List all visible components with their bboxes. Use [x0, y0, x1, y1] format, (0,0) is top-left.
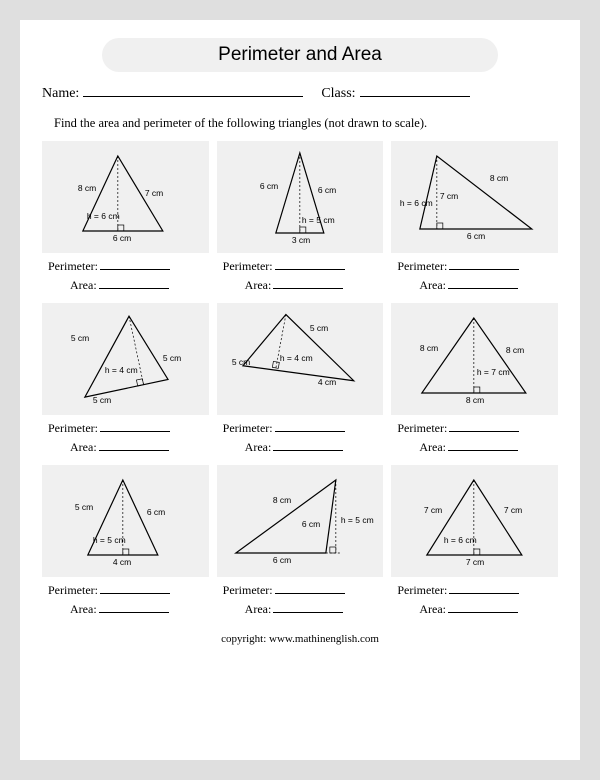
- area-blank[interactable]: [448, 612, 518, 613]
- triangle-figure: 8 cm 6 cm h = 5 cm 6 cm: [217, 465, 384, 577]
- svg-text:4 cm: 4 cm: [317, 377, 335, 387]
- svg-text:6 cm: 6 cm: [467, 231, 485, 241]
- name-class-row: Name: Class:: [42, 86, 558, 102]
- copyright-text: copyright: www.mathinenglish.com: [42, 633, 558, 645]
- area-blank[interactable]: [273, 288, 343, 289]
- svg-text:5 cm: 5 cm: [71, 333, 89, 343]
- answer-block: Perimeter: Area:: [42, 421, 209, 455]
- perimeter-blank[interactable]: [449, 431, 519, 432]
- triangle-cell: 6 cm 6 cm h = 5 cm 3 cm Perimeter: Area:: [217, 141, 384, 297]
- svg-text:5 cm: 5 cm: [75, 502, 93, 512]
- perimeter-blank[interactable]: [275, 269, 345, 270]
- page-title: Perimeter and Area: [102, 38, 498, 72]
- perimeter-blank[interactable]: [275, 593, 345, 594]
- svg-text:3 cm: 3 cm: [291, 235, 309, 245]
- answer-block: Perimeter: Area:: [391, 421, 558, 455]
- svg-text:8 cm: 8 cm: [272, 495, 290, 505]
- class-blank[interactable]: [360, 96, 470, 97]
- triangle-cell: 5 cm 5 cm h = 4 cm 4 cm Perimeter: Area:: [217, 303, 384, 459]
- triangle-figure: 7 cm 8 cm h = 6 cm 6 cm: [391, 141, 558, 253]
- answer-block: Perimeter: Area:: [42, 259, 209, 293]
- svg-text:h = 4 cm: h = 4 cm: [105, 365, 138, 375]
- area-blank[interactable]: [448, 288, 518, 289]
- answer-block: Perimeter: Area:: [217, 259, 384, 293]
- svg-text:8 cm: 8 cm: [490, 173, 508, 183]
- svg-text:h = 4 cm: h = 4 cm: [279, 353, 312, 363]
- name-blank[interactable]: [83, 96, 303, 97]
- triangle-figure: 6 cm 6 cm h = 5 cm 3 cm: [217, 141, 384, 253]
- perimeter-blank[interactable]: [100, 269, 170, 270]
- perimeter-blank[interactable]: [449, 269, 519, 270]
- svg-text:7 cm: 7 cm: [466, 557, 484, 567]
- svg-text:5 cm: 5 cm: [231, 357, 249, 367]
- svg-text:7 cm: 7 cm: [145, 188, 163, 198]
- name-label: Name:: [42, 86, 79, 102]
- triangle-cell: 8 cm 8 cm h = 7 cm 8 cm Perimeter: Area:: [391, 303, 558, 459]
- triangle-cell: 8 cm 7 cm h = 6 cm 6 cm Perimeter: Area:: [42, 141, 209, 297]
- svg-text:h = 5 cm: h = 5 cm: [93, 535, 126, 545]
- answer-block: Perimeter: Area:: [391, 259, 558, 293]
- area-blank[interactable]: [448, 450, 518, 451]
- svg-text:6 cm: 6 cm: [317, 185, 335, 195]
- triangle-figure: 5 cm 5 cm h = 4 cm 5 cm: [42, 303, 209, 415]
- worksheet-page: Perimeter and Area Name: Class: Find the…: [20, 20, 580, 760]
- triangle-figure: 5 cm 5 cm h = 4 cm 4 cm: [217, 303, 384, 415]
- svg-text:6 cm: 6 cm: [272, 555, 290, 565]
- perimeter-label: Perimeter:: [48, 259, 98, 273]
- svg-text:h = 5 cm: h = 5 cm: [301, 215, 334, 225]
- svg-text:8 cm: 8 cm: [78, 183, 96, 193]
- triangle-cell: 5 cm 6 cm h = 5 cm 4 cm Perimeter: Area:: [42, 465, 209, 621]
- area-blank[interactable]: [99, 288, 169, 289]
- area-blank[interactable]: [99, 612, 169, 613]
- svg-text:6 cm: 6 cm: [113, 233, 131, 243]
- svg-text:8 cm: 8 cm: [466, 395, 484, 405]
- perimeter-blank[interactable]: [100, 431, 170, 432]
- svg-text:8 cm: 8 cm: [506, 345, 524, 355]
- answer-block: Perimeter: Area:: [391, 583, 558, 617]
- svg-text:5 cm: 5 cm: [93, 395, 111, 405]
- svg-text:h = 6 cm: h = 6 cm: [400, 198, 433, 208]
- area-blank[interactable]: [99, 450, 169, 451]
- perimeter-blank[interactable]: [275, 431, 345, 432]
- triangle-figure: 7 cm 7 cm h = 6 cm 7 cm: [391, 465, 558, 577]
- area-label: Area:: [70, 278, 97, 292]
- answer-block: Perimeter: Area:: [217, 421, 384, 455]
- svg-text:7 cm: 7 cm: [440, 191, 458, 201]
- perimeter-blank[interactable]: [100, 593, 170, 594]
- svg-text:6 cm: 6 cm: [147, 507, 165, 517]
- svg-text:4 cm: 4 cm: [113, 557, 131, 567]
- svg-text:5 cm: 5 cm: [309, 323, 327, 333]
- svg-text:7 cm: 7 cm: [424, 505, 442, 515]
- svg-text:h = 6 cm: h = 6 cm: [87, 211, 120, 221]
- triangle-grid: 8 cm 7 cm h = 6 cm 6 cm Perimeter: Area:…: [42, 141, 558, 621]
- svg-text:h = 7 cm: h = 7 cm: [477, 367, 510, 377]
- triangle-figure: 8 cm 8 cm h = 7 cm 8 cm: [391, 303, 558, 415]
- svg-text:5 cm: 5 cm: [163, 353, 181, 363]
- svg-text:8 cm: 8 cm: [420, 343, 438, 353]
- triangle-cell: 7 cm 7 cm h = 6 cm 7 cm Perimeter: Area:: [391, 465, 558, 621]
- svg-text:7 cm: 7 cm: [504, 505, 522, 515]
- instruction-text: Find the area and perimeter of the follo…: [54, 116, 558, 131]
- perimeter-blank[interactable]: [449, 593, 519, 594]
- area-blank[interactable]: [273, 450, 343, 451]
- triangle-cell: 5 cm 5 cm h = 4 cm 5 cm Perimeter: Area:: [42, 303, 209, 459]
- answer-block: Perimeter: Area:: [217, 583, 384, 617]
- svg-text:h = 6 cm: h = 6 cm: [444, 535, 477, 545]
- triangle-figure: 8 cm 7 cm h = 6 cm 6 cm: [42, 141, 209, 253]
- triangle-cell: 7 cm 8 cm h = 6 cm 6 cm Perimeter: Area:: [391, 141, 558, 297]
- svg-text:6 cm: 6 cm: [301, 519, 319, 529]
- svg-text:6 cm: 6 cm: [259, 181, 277, 191]
- area-blank[interactable]: [273, 612, 343, 613]
- answer-block: Perimeter: Area:: [42, 583, 209, 617]
- svg-text:h = 5 cm: h = 5 cm: [340, 515, 373, 525]
- triangle-figure: 5 cm 6 cm h = 5 cm 4 cm: [42, 465, 209, 577]
- triangle-cell: 8 cm 6 cm h = 5 cm 6 cm Perimeter: Area:: [217, 465, 384, 621]
- class-label: Class:: [321, 86, 355, 102]
